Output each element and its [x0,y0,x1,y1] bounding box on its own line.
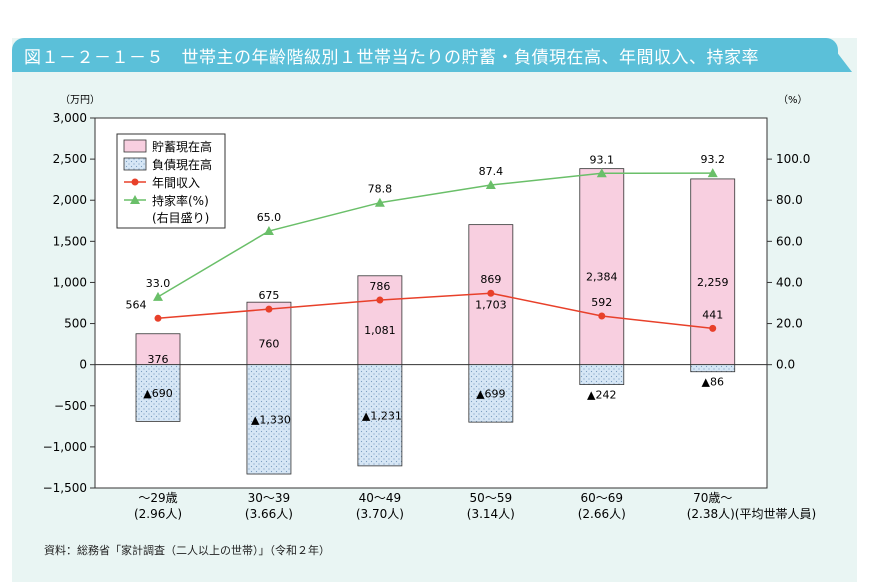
homeownership-point [374,197,385,207]
x-tick-label-sub: (2.38人)(平均世帯人員) [687,507,816,521]
homeownership-label: 87.4 [479,165,504,178]
income-point [154,314,162,322]
homeownership-point [596,168,607,178]
debt-bar [468,364,514,423]
y-tick-label: 1,000 [53,275,87,289]
x-tick-label: 30～39 [248,491,291,505]
x-tick-label-sub: (3.70人) [356,507,404,521]
debt-label: ▲86 [701,376,723,389]
savings-label: 1,081 [364,324,396,337]
income-label: 869 [480,273,501,286]
homeownership-point [485,180,496,190]
legend-label-income: 年間収入 [152,176,200,190]
x-tick-label-sub: (3.14人) [467,507,515,521]
source-note: 資料：総務省「家計調査（二人以上の世帯）」（令和２年） [44,544,330,557]
debt-label: ▲699 [476,387,505,400]
income-point [598,312,606,320]
homeownership-label: 93.2 [700,153,725,166]
income-label: 564 [126,298,147,311]
y-tick-label: 1,500 [53,234,87,248]
savings-label: 2,384 [586,271,618,284]
legend-label-homeownership: 持家率(%) [152,193,209,208]
income-point [265,305,273,313]
debt-bar [135,364,181,422]
homeownership-label: 93.1 [590,153,615,166]
y2-tick-label: 60.0 [776,234,803,248]
y-tick-label: 2,500 [53,152,87,166]
title-bar [12,38,838,72]
left-axis-unit: （万円） [60,94,100,106]
y-tick-label: −500 [54,399,87,413]
x-tick-label: ～29歳 [138,491,177,505]
x-tick-label: 40～49 [359,491,402,505]
income-label: 441 [702,308,723,321]
homeownership-point [707,168,718,178]
debt-label: ▲1,231 [362,409,402,422]
y2-tick-label: 20.0 [776,317,803,331]
y2-tick-label: 100.0 [776,152,810,166]
homeownership-point [153,291,163,301]
income-point [709,324,717,332]
y2-tick-label: 80.0 [776,193,803,207]
y-tick-label: 3,000 [53,111,87,125]
savings-label: 760 [258,337,279,350]
y-tick-label: 500 [64,317,87,331]
y-tick-label: −1,000 [43,440,87,454]
income-label: 592 [591,296,612,309]
y-tick-label: 2,000 [53,193,87,207]
debt-label: ▲1,330 [251,413,291,426]
debt-label: ▲242 [587,389,616,402]
homeownership-label: 65.0 [257,211,282,224]
homeownership-label: 78.8 [368,183,393,196]
debt-bar [246,364,292,475]
x-tick-label: 50～59 [470,491,513,505]
debt-bar [579,364,625,385]
legend-marker-homeownership [130,195,140,204]
savings-label: 376 [148,353,169,366]
legend-swatch-savings [123,139,147,153]
homeownership-label: 33.0 [146,277,171,290]
title-bar-tip [826,38,852,72]
x-tick-label: 60～69 [581,491,624,505]
figure-title: 図１－２－１－５ 世帯主の年齢階級別１世帯当たりの貯蓄・負債現在高、年間収入、持… [24,48,759,68]
income-point [376,296,384,304]
x-tick-label-sub: (3.66人) [245,507,293,521]
homeownership-point [263,226,274,236]
legend-label-debt: 負債現在高 [152,157,212,172]
y2-tick-label: 40.0 [776,275,803,289]
x-tick-label-sub: (2.66人) [578,507,626,521]
y-tick-label: −1,500 [43,481,87,495]
x-tick-label: 70歳～ [693,491,732,505]
savings-bar [579,168,625,366]
income-label: 675 [258,289,279,302]
legend-marker-income [131,178,139,186]
legend-swatch-debt [123,157,147,171]
x-tick-label-sub: (2.96人) [134,507,182,521]
y2-tick-label: 0.0 [776,358,795,372]
income-label: 786 [369,280,390,293]
savings-bar [135,333,181,366]
y-tick-label: 0 [79,358,87,372]
savings-label: 1,703 [475,299,507,312]
income-point [487,289,495,297]
income-line [157,292,713,330]
savings-bar [690,178,736,366]
right-axis-unit: （%） [778,94,808,106]
debt-label: ▲690 [143,387,172,400]
legend-label-homeownership-axis: (右目盛り) [152,210,209,225]
debt-bar [357,364,403,467]
debt-bar [690,364,736,373]
legend-label-savings: 貯蓄現在高 [152,139,212,154]
homeownership-line [157,172,713,298]
savings-label: 2,259 [697,276,729,289]
